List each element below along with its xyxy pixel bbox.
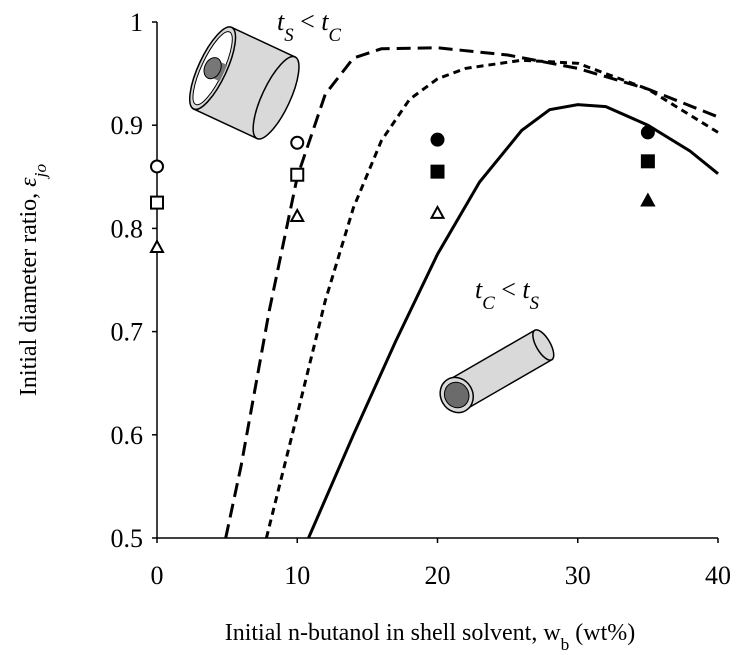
drum-icon (189, 26, 300, 140)
triangle-marker (429, 204, 446, 219)
square-marker (290, 167, 305, 182)
text-part: Initial diameter ratio, (16, 187, 42, 396)
annotation: tS < tC (277, 7, 342, 46)
x-axis-label: Initial n-butanol in shell solvent, wb (… (225, 620, 636, 654)
text-part: (wt%) (569, 620, 635, 646)
text-part: < (495, 275, 523, 304)
text-part: b (561, 635, 570, 654)
triangle-marker (289, 207, 305, 223)
text-part: t (475, 275, 483, 304)
circle-marker (640, 125, 655, 140)
text-part: Initial n-butanol in shell solvent, w (225, 620, 562, 646)
curve (264, 58, 719, 539)
circle-marker (430, 132, 445, 147)
circle-marker (290, 135, 305, 150)
x-tick-label: 30 (565, 561, 591, 590)
text-part: C (329, 25, 342, 46)
text-part: ε (16, 177, 42, 187)
triangle-marker (149, 238, 165, 253)
x-tick-label: 20 (425, 561, 451, 590)
x-tick-label: 0 (151, 561, 164, 590)
x-tick-label: 10 (284, 561, 310, 590)
text-part: t (522, 275, 530, 304)
text-part: C (482, 293, 495, 314)
circle-marker (150, 159, 164, 174)
x-tick-label: 40 (705, 561, 731, 590)
y-tick-label: 0.5 (111, 524, 144, 553)
y-tick-label: 0.8 (111, 214, 144, 243)
y-tick-label: 0.7 (111, 318, 144, 347)
text-part: S (284, 25, 294, 46)
text-part: t (321, 7, 329, 36)
square-marker (640, 154, 655, 169)
text-part: S (530, 293, 540, 314)
curve (307, 103, 719, 539)
triangle-marker (640, 192, 656, 207)
y-axis-label: Initial diameter ratio, εjo (16, 164, 50, 397)
text-part: < (294, 7, 322, 36)
text-part: jo (31, 164, 50, 180)
annotation: tC < tS (475, 275, 540, 314)
text-part: t (277, 7, 285, 36)
square-marker (430, 164, 445, 179)
y-tick-label: 0.9 (111, 111, 144, 140)
curve (224, 46, 719, 539)
tube-icon (439, 329, 555, 414)
square-marker (150, 195, 164, 210)
y-tick-label: 1 (130, 8, 143, 37)
y-tick-label: 0.6 (111, 421, 144, 450)
